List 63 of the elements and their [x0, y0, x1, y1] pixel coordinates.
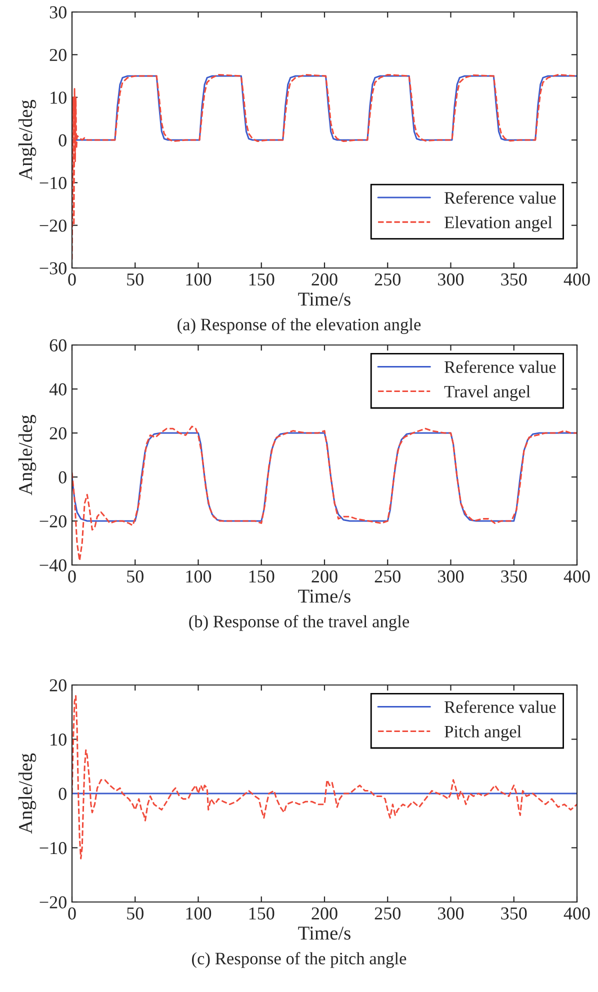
y-axis-title: Angle/deg — [18, 753, 36, 834]
y-tick-label: −20 — [40, 220, 66, 232]
y-tick-label: −40 — [40, 559, 66, 572]
y-tick-label: 20 — [50, 679, 66, 692]
y-tick-label: −20 — [40, 896, 66, 908]
x-tick-label: 400 — [564, 907, 590, 920]
x-tick-label: 400 — [564, 273, 590, 286]
y-tick-label: −10 — [40, 176, 66, 190]
y-axis-title: Angle/deg — [18, 100, 36, 180]
line-series — [72, 74, 577, 260]
x-tick-label: 50 — [127, 273, 144, 286]
x-tick-label: 100 — [186, 907, 212, 920]
x-tick-label: 50 — [127, 570, 144, 583]
y-tick-label: 10 — [50, 92, 66, 104]
text: (c) Response of the pitch angle — [192, 952, 406, 968]
x-tick-label: 0 — [68, 273, 76, 286]
line-series — [72, 695, 577, 860]
x-tick-label: 300 — [438, 907, 464, 920]
x-tick-label: 100 — [186, 273, 212, 286]
y-tick-label: 20 — [50, 427, 66, 440]
x-tick-label: 250 — [374, 570, 400, 583]
x-tick-label: 0 — [68, 907, 76, 920]
x-tick-label: 150 — [249, 570, 274, 583]
x-tick-label: 250 — [374, 907, 400, 920]
y-tick-label: −10 — [40, 842, 66, 854]
x-tick-label: 300 — [438, 273, 464, 286]
x-tick-label: 300 — [438, 570, 464, 583]
x-axis-title: Time/s — [298, 926, 350, 940]
x-tick-label: 350 — [501, 907, 527, 920]
y-tick-label: 10 — [50, 734, 66, 746]
y-tick-label: 0 — [58, 471, 66, 484]
x-tick-label: 350 — [501, 273, 527, 286]
x-tick-label: 100 — [186, 570, 212, 583]
y-tick-label: 60 — [50, 339, 66, 352]
x-tick-label: 200 — [312, 907, 338, 920]
legend-label: Travel angel — [444, 385, 530, 402]
x-tick-label: 0 — [68, 570, 76, 583]
y-tick-label: 40 — [49, 383, 66, 396]
x-tick-label: 200 — [312, 273, 338, 286]
legend-label: Pitch angel — [444, 725, 522, 742]
x-tick-label: 150 — [249, 273, 274, 286]
legend-label: Reference value — [444, 700, 556, 713]
x-tick-label: 350 — [501, 570, 527, 583]
y-tick-label: 20 — [50, 48, 66, 62]
y-tick-label: −30 — [40, 262, 66, 274]
y-tick-label: 0 — [58, 134, 66, 146]
x-axis-title: Time/s — [298, 292, 350, 306]
y-tick-label: −20 — [40, 515, 66, 528]
y-axis-title: Angle/deg — [18, 414, 36, 496]
x-tick-label: 250 — [374, 273, 400, 286]
x-tick-label: 400 — [564, 570, 590, 583]
text: (a) Response of the elevation angle — [178, 318, 421, 334]
x-axis-title: Time/s — [298, 590, 350, 603]
x-tick-label: 200 — [312, 570, 338, 583]
x-tick-label: 150 — [249, 907, 274, 920]
line-series — [72, 426, 577, 562]
y-tick-label: 0 — [58, 788, 66, 800]
legend-label: Elevation angel — [444, 216, 552, 232]
y-tick-label: 30 — [50, 6, 66, 18]
text: (b) Response of the travel angle — [189, 615, 410, 631]
legend-label: Reference value — [444, 360, 556, 373]
legend-label: Reference value — [444, 191, 556, 204]
x-tick-label: 50 — [127, 907, 144, 920]
